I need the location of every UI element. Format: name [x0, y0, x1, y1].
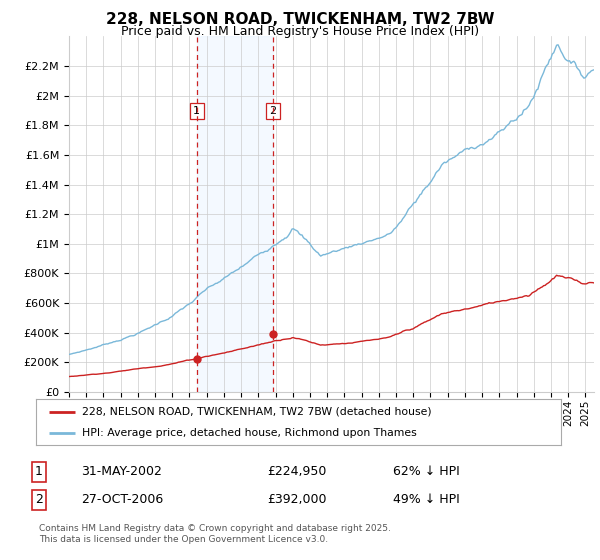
Text: 1: 1 [35, 465, 43, 478]
Text: 1: 1 [193, 106, 200, 116]
Text: 228, NELSON ROAD, TWICKENHAM, TW2 7BW: 228, NELSON ROAD, TWICKENHAM, TW2 7BW [106, 12, 494, 27]
Text: 228, NELSON ROAD, TWICKENHAM, TW2 7BW (detached house): 228, NELSON ROAD, TWICKENHAM, TW2 7BW (d… [82, 407, 432, 417]
Bar [197, 36, 272, 392]
Text: Contains HM Land Registry data © Crown copyright and database right 2025.
This d: Contains HM Land Registry data © Crown c… [39, 524, 391, 544]
Text: 31-MAY-2002: 31-MAY-2002 [81, 465, 162, 478]
Text: £224,950: £224,950 [267, 465, 326, 478]
Text: 2: 2 [269, 106, 276, 116]
Text: 49% ↓ HPI: 49% ↓ HPI [393, 493, 460, 506]
Text: 2: 2 [35, 493, 43, 506]
Text: 27-OCT-2006: 27-OCT-2006 [81, 493, 163, 506]
Text: HPI: Average price, detached house, Richmond upon Thames: HPI: Average price, detached house, Rich… [82, 428, 417, 438]
Text: 62% ↓ HPI: 62% ↓ HPI [393, 465, 460, 478]
Text: Price paid vs. HM Land Registry's House Price Index (HPI): Price paid vs. HM Land Registry's House … [121, 25, 479, 38]
Text: £392,000: £392,000 [267, 493, 326, 506]
